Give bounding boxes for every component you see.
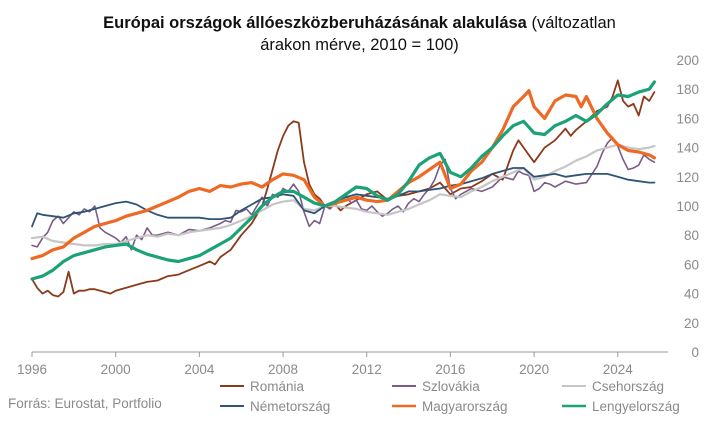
- x-tick-label: 2024: [603, 362, 634, 377]
- chart-title-rest: (változatlan: [526, 14, 616, 32]
- x-tick-label: 2004: [184, 362, 215, 377]
- y-tick-label: 140: [676, 141, 699, 156]
- y-tick-label: 120: [676, 170, 699, 185]
- chart-title-bold: Európai országok állóeszközberuházásának…: [103, 14, 527, 32]
- legend-label: Románia: [250, 379, 305, 394]
- legend-label: Magyarország: [422, 399, 508, 414]
- y-tick-label: 0: [691, 345, 699, 360]
- x-tick-label: 2012: [352, 362, 382, 377]
- series-lines: [30, 79, 656, 298]
- series-line-lengyelország: [30, 80, 656, 281]
- x-tick-label: 1996: [17, 362, 47, 377]
- chart-title: Európai országok állóeszközberuházásának…: [0, 12, 719, 56]
- y-tick-label: 60: [684, 257, 699, 272]
- x-tick-label: 2000: [101, 362, 131, 377]
- legend-label: Németország: [250, 399, 330, 414]
- x-tick-label: 2020: [519, 362, 549, 377]
- x-axis-ticks: 1996 2000 2004 2008 2012 2016 2020 2024: [17, 352, 633, 377]
- y-tick-label: 200: [676, 53, 699, 68]
- series-line-románia: [31, 79, 656, 298]
- legend-label: Lengyelország: [592, 399, 680, 414]
- series-line-magyarország: [30, 89, 656, 261]
- legend-label: Szlovákia: [422, 379, 480, 394]
- y-axis-ticks: 0 20 40 60 80 100 120 140 160 180 200: [676, 53, 699, 360]
- legend-label: Csehország: [592, 379, 664, 394]
- series-line-csehország: [30, 143, 656, 247]
- y-tick-label: 40: [684, 287, 699, 302]
- y-tick-label: 100: [676, 199, 699, 214]
- x-tick-label: 2008: [268, 362, 298, 377]
- y-tick-label: 180: [676, 82, 699, 97]
- y-tick-label: 80: [684, 228, 699, 243]
- source-note: Forrás: Eurostat, Portfolio: [8, 396, 162, 411]
- legend: Románia Szlovákia Csehország Németország Mag…: [220, 379, 680, 414]
- y-tick-label: 20: [684, 316, 699, 331]
- chart-title-line2: árakon mérve, 2010 = 100): [260, 36, 459, 54]
- series-line-szlovákia: [31, 136, 656, 251]
- y-tick-label: 160: [676, 111, 699, 126]
- x-tick-label: 2016: [435, 362, 465, 377]
